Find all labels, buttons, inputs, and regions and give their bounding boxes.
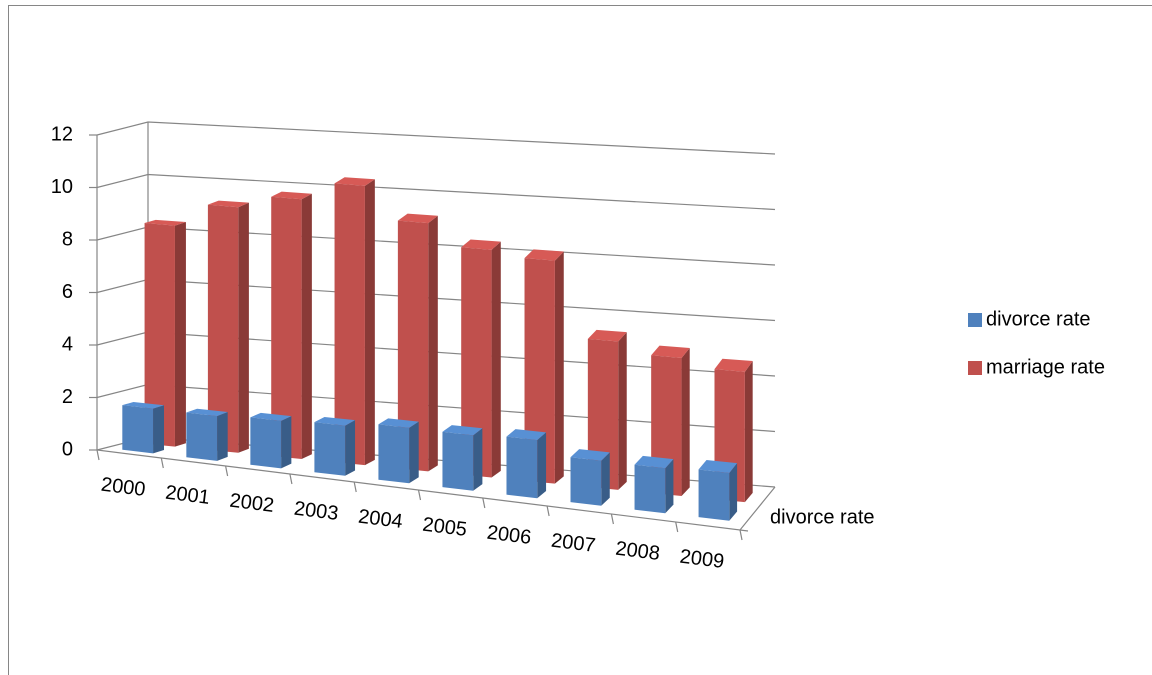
- bar-top: [461, 239, 501, 250]
- y-tick-label: 4: [62, 333, 73, 355]
- bar-side: [238, 202, 249, 453]
- y-tick-label: 6: [62, 281, 73, 303]
- bar-top: [397, 213, 438, 224]
- y-tick-label: 8: [62, 228, 73, 250]
- bar-side: [409, 421, 419, 484]
- legend-label: divorce rate: [986, 308, 1091, 330]
- x-tick-label: 2005: [421, 514, 468, 541]
- bar-side: [537, 432, 547, 499]
- bar: [570, 457, 602, 506]
- y-tick-label: 2: [62, 386, 73, 408]
- bar: [461, 247, 492, 478]
- x-tick-mark: [610, 513, 614, 525]
- bar-top: [378, 418, 419, 428]
- x-tick-label: 2004: [357, 506, 404, 533]
- legend-swatch: [968, 313, 982, 327]
- bar-side: [281, 416, 292, 469]
- bar: [378, 424, 410, 484]
- bar: [144, 222, 175, 447]
- y-tick-label: 0: [62, 438, 73, 460]
- x-tick-mark: [353, 481, 357, 493]
- bar: [506, 436, 538, 499]
- x-tick-mark: [160, 457, 164, 469]
- bar: [334, 183, 365, 466]
- bar-top: [186, 408, 228, 417]
- bar: [207, 204, 239, 453]
- x-tick-mark: [675, 521, 679, 533]
- bar: [524, 258, 555, 484]
- chart-border: [8, 5, 1152, 675]
- x-tick-mark: [739, 529, 743, 541]
- bar-top: [651, 345, 690, 359]
- bar-top: [506, 429, 547, 441]
- bar-side: [554, 251, 564, 484]
- bar-side: [665, 459, 674, 514]
- legend-label: marriage rate: [986, 356, 1105, 378]
- x-tick-mark: [482, 497, 486, 509]
- bar: [271, 196, 302, 459]
- x-tick-mark: [225, 465, 229, 477]
- x-tick-mark: [96, 449, 100, 461]
- bar: [250, 417, 282, 469]
- x-tick-label: 2007: [550, 530, 597, 557]
- x-tick-label: 2006: [486, 522, 533, 549]
- bar-side: [364, 179, 375, 466]
- bar: [186, 412, 218, 461]
- bar: [634, 464, 666, 514]
- bar-side: [217, 412, 228, 461]
- x-tick-label: 2003: [293, 498, 340, 525]
- bar: [698, 469, 730, 521]
- bar-top: [698, 459, 738, 474]
- depth-tick-label: divorce rate: [770, 506, 875, 528]
- bar-side: [473, 428, 483, 491]
- bar-side: [174, 222, 186, 447]
- bar-side: [301, 193, 312, 459]
- bar-top: [634, 455, 674, 469]
- x-tick-label: 2000: [100, 474, 147, 501]
- x-tick-label: 2001: [164, 482, 211, 509]
- x-tick-mark: [289, 473, 293, 485]
- y-tick-label: 12: [51, 123, 73, 145]
- bar-top: [587, 329, 627, 342]
- bar: [397, 220, 429, 472]
- x-tick-mark: [546, 505, 550, 517]
- bar-top: [144, 219, 186, 226]
- bar: [442, 431, 474, 491]
- bar-top: [714, 358, 753, 372]
- depth-tick-mark: [739, 529, 749, 532]
- bar: [314, 422, 346, 476]
- bar: [122, 405, 154, 454]
- bar-top: [314, 416, 356, 426]
- y-tick-label: 10: [51, 176, 73, 198]
- x-tick-mark: [417, 489, 422, 501]
- x-tick-label: 2008: [614, 538, 661, 565]
- bar-top: [207, 200, 249, 208]
- bar-side: [729, 463, 738, 521]
- bar-top: [442, 425, 483, 436]
- bar-top: [334, 177, 375, 186]
- bar-top: [122, 402, 165, 409]
- bar-side: [428, 215, 438, 472]
- bar-side: [153, 405, 165, 454]
- bar-side: [744, 361, 753, 503]
- bar-top: [524, 249, 564, 261]
- bar-top: [250, 412, 292, 421]
- x-tick-label: 2002: [228, 490, 275, 517]
- bar-side: [345, 420, 356, 476]
- legend-swatch: [968, 361, 982, 375]
- x-tick-label: 2009: [679, 546, 726, 573]
- bar-side: [681, 347, 690, 496]
- bar-top: [271, 191, 312, 200]
- bar-side: [601, 452, 610, 506]
- bar-top: [570, 449, 610, 461]
- bar-side: [491, 241, 501, 478]
- bar-side: [618, 332, 627, 490]
